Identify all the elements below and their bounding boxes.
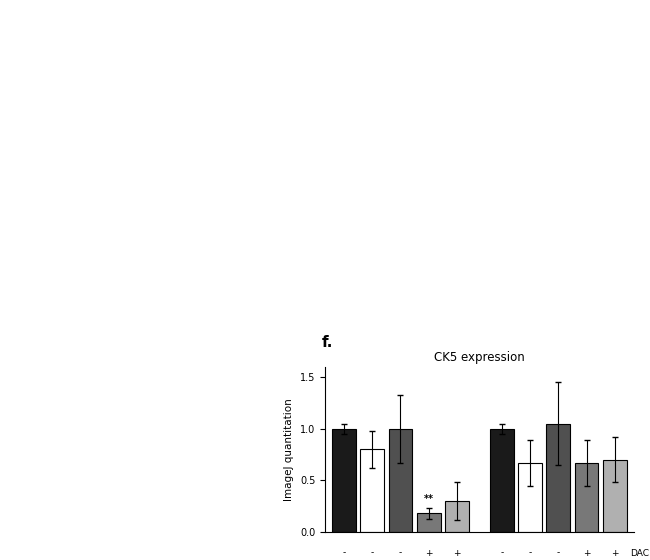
Bar [389, 429, 412, 532]
Text: -: - [343, 549, 346, 558]
Text: +: + [583, 549, 590, 558]
Bar [417, 514, 441, 532]
Text: -: - [500, 549, 504, 558]
Text: -: - [370, 549, 374, 558]
Text: -: - [556, 549, 560, 558]
Bar [575, 463, 599, 532]
Bar [445, 501, 469, 532]
Bar [332, 429, 356, 532]
Bar [490, 429, 514, 532]
Text: **: ** [424, 494, 434, 504]
Text: +: + [611, 549, 618, 558]
Bar [603, 460, 627, 532]
Text: +: + [453, 549, 461, 558]
Bar [547, 423, 570, 532]
Text: f.: f. [322, 335, 333, 350]
Text: -: - [399, 549, 402, 558]
Text: -: - [528, 549, 532, 558]
Y-axis label: ImageJ quantitation: ImageJ quantitation [284, 398, 294, 501]
Text: +: + [425, 549, 432, 558]
Bar [518, 463, 542, 532]
Bar [360, 449, 384, 532]
Text: DAC: DAC [630, 549, 649, 558]
Title: CK5 expression: CK5 expression [434, 351, 525, 364]
